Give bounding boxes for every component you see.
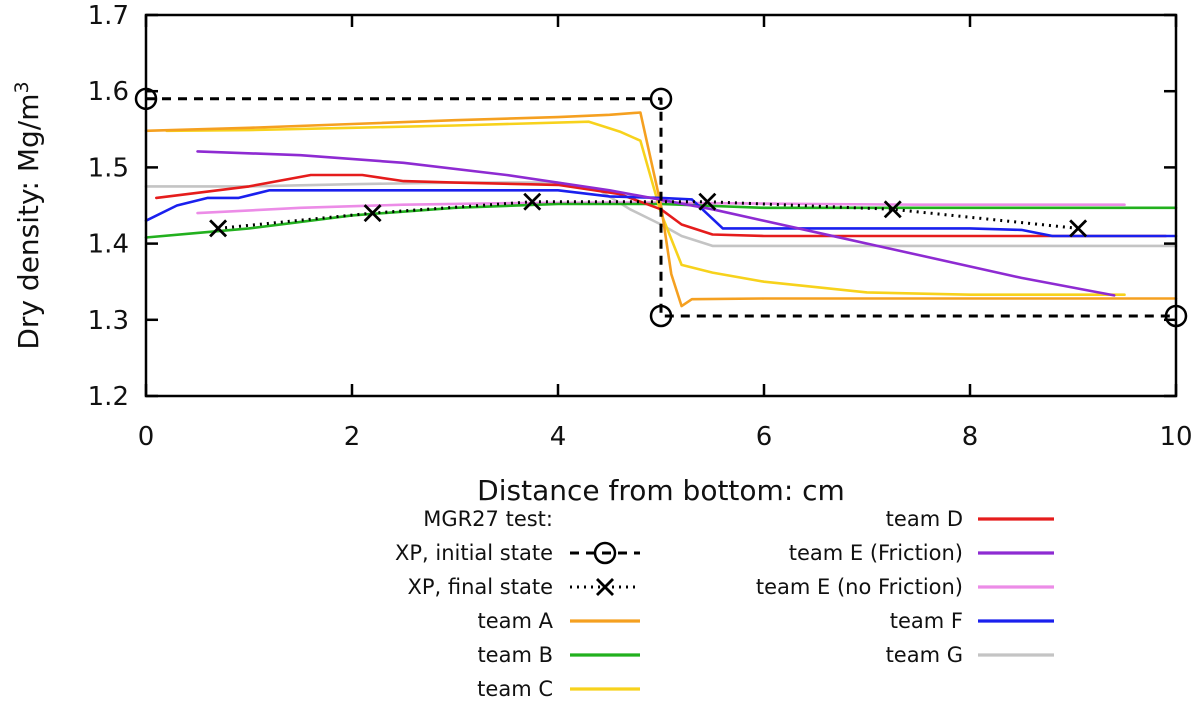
legend-entry-xp-initial-state: XP, initial state [395,541,640,565]
legend-entry-team-a: team A [477,609,640,633]
legend-entry-xp-initial-state-marker [593,541,617,565]
series-layer [134,87,1188,328]
series-team-b-line [144,202,1178,239]
series-xp-final-state-marker-stroke-b [363,204,382,223]
series-xp-final-state-marker [363,204,382,223]
series-xp-final-state-marker-stroke-b [883,200,902,219]
legend-entry-team-d: team D [886,507,1054,531]
series-team-a-line [144,111,1178,308]
series-xp-initial-state-line [146,97,1176,318]
series-team-g-line [144,181,1178,248]
y-tick-label: 1.6 [88,77,129,107]
series-xp-final-state-marker-stroke-b [523,192,542,211]
x-axis-title: Distance from bottom: cm [477,474,845,507]
y-axis-title: Dry density: Mg/m3 [11,81,45,349]
y-tick-label: 1.4 [88,230,129,260]
label-layer: Distance from bottom: cm Dry density: Mg/… [11,81,845,507]
series-xp-final-state-marker-stroke-b [209,219,228,238]
series-xp-initial-state-marker [649,304,673,328]
legend-entry-team-f: team F [890,609,1054,633]
series-xp-final-state-marker [883,200,902,219]
legend-entry-team-e-friction: team E (Friction) [789,541,1054,565]
x-tick-label: 6 [756,422,773,452]
series-xp-final-state-marker-stroke-b [1069,219,1088,238]
plot-frame [144,13,1178,398]
legend-entry-xp-final-state-label: XP, final state [407,575,553,599]
legend-entry-xp-final-state: XP, final state [407,575,640,599]
legend-entry-xp-final-state-marker [596,578,614,596]
legend-entry-team-e-no-friction: team E (no Friction) [756,575,1054,599]
series-xp-final-state-line [217,200,1079,230]
y-axis-title-text: Dry density: Mg/m [12,93,45,349]
series-xp-final-state-marker [698,192,717,211]
series-team-c-line [165,120,1126,297]
legend-entry-team-b-label: team B [477,643,553,667]
legend-entry-team-c-label: team C [477,677,553,701]
x-tick-label: 10 [1159,422,1192,452]
legend-entry-team-e-no-friction-label: team E (no Friction) [756,575,963,599]
x-tick-label: 4 [550,422,567,452]
legend-entry-team-d-label: team D [886,507,963,531]
y-tick-label: 1.2 [88,382,129,412]
series-team-d-line [155,173,1167,238]
legend-entry-team-g: team G [886,643,1054,667]
series-xp-final-state-marker [209,219,228,238]
legend-entry-team-e-friction-label: team E (Friction) [789,541,963,565]
series-xp-final-state-marker [523,192,542,211]
axis-layer: 0 2 4 6 8 10 1.2 1.3 1.4 1.5 1.6 1.7 [88,1,1193,452]
legend-entry-team-b: team B [477,643,640,667]
y-axis-title-superscript: 3 [11,81,33,93]
legend-entry-team-c: team C [477,677,640,701]
legend-entry-team-f-label: team F [890,609,963,633]
x-tick-label: 0 [138,422,155,452]
x-tick-label: 2 [344,422,361,452]
series-xp-final-state-marker [1069,219,1088,238]
legend-entry-xp-final-state-marker-stroke-b [596,578,614,596]
y-tick-label: 1.3 [88,306,129,336]
series-xp-initial-state-marker [649,87,673,111]
series-xp-final-state-marker-stroke-b [698,192,717,211]
legend-entry-xp-initial-state-label: XP, initial state [395,541,553,565]
x-tick-label: 8 [962,422,979,452]
legend-entry-team-a-label: team A [477,609,553,633]
y-tick-label: 1.7 [88,1,129,31]
y-tick-label: 1.5 [88,153,129,183]
legend-title: MGR27 test: [423,507,553,531]
legend-entry-team-g-label: team G [886,643,963,667]
legend: MGR27 test: XP, initial state XP, final st… [395,507,1054,701]
series-team-f-line [144,189,1178,238]
